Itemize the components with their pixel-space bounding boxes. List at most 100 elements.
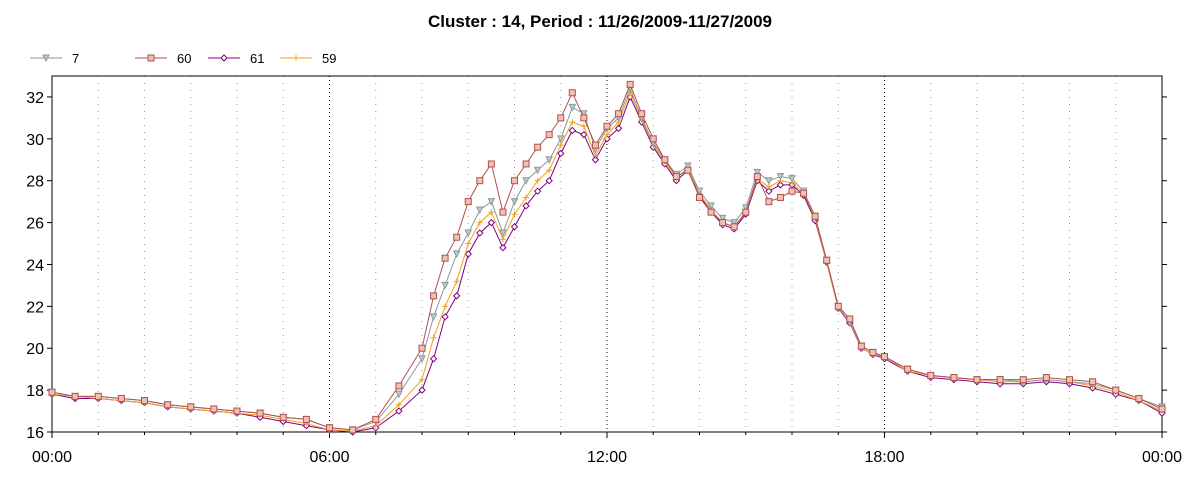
data-point bbox=[418, 355, 426, 363]
data-point bbox=[453, 233, 461, 241]
data-point bbox=[395, 401, 402, 408]
data-point bbox=[442, 303, 449, 310]
y-tick-label: 22 bbox=[26, 299, 44, 316]
data-point bbox=[499, 229, 507, 238]
data-point bbox=[1135, 394, 1143, 402]
data-point bbox=[395, 382, 403, 390]
data-point bbox=[1112, 386, 1120, 394]
data-point bbox=[546, 167, 553, 174]
data-point bbox=[846, 315, 854, 323]
data-point bbox=[302, 415, 310, 423]
legend-label: 7 bbox=[72, 51, 79, 66]
data-point bbox=[811, 212, 819, 220]
legend-item: 61 bbox=[208, 51, 264, 66]
data-point bbox=[615, 110, 623, 118]
data-point bbox=[487, 198, 496, 206]
data-point bbox=[511, 211, 518, 218]
data-point bbox=[42, 54, 50, 63]
data-point bbox=[419, 376, 425, 383]
data-point bbox=[430, 334, 437, 341]
data-point bbox=[753, 168, 762, 177]
data-point bbox=[94, 392, 102, 400]
data-point bbox=[580, 123, 587, 130]
data-point bbox=[499, 208, 507, 216]
data-point bbox=[464, 229, 473, 238]
data-point bbox=[441, 281, 449, 290]
data-point bbox=[1089, 378, 1097, 386]
legend: 7 60 61 59 bbox=[30, 51, 336, 66]
legend-label: 61 bbox=[250, 51, 264, 66]
y-tick-label: 24 bbox=[26, 257, 44, 274]
data-point bbox=[476, 229, 484, 237]
legend-label: 60 bbox=[177, 51, 191, 66]
data-point bbox=[776, 181, 785, 189]
legend-item: 60 bbox=[135, 51, 191, 66]
data-point bbox=[534, 143, 542, 151]
data-point bbox=[719, 219, 727, 227]
data-point bbox=[753, 173, 761, 181]
data-point bbox=[256, 409, 264, 417]
data-point bbox=[765, 187, 773, 195]
data-point bbox=[522, 202, 530, 210]
y-tick-label: 28 bbox=[26, 174, 44, 191]
data-point bbox=[220, 54, 228, 62]
data-point bbox=[141, 397, 148, 405]
data-point bbox=[464, 198, 472, 206]
data-point bbox=[233, 407, 241, 415]
data-point bbox=[441, 313, 449, 321]
data-point bbox=[557, 149, 565, 158]
data-point bbox=[488, 209, 495, 216]
data-point bbox=[695, 187, 704, 196]
data-point bbox=[522, 177, 530, 185]
data-point bbox=[511, 177, 518, 185]
data-point bbox=[684, 162, 692, 171]
data-point bbox=[418, 386, 426, 394]
data-point bbox=[788, 175, 796, 183]
series-60 bbox=[48, 80, 1166, 434]
data-point bbox=[429, 313, 438, 321]
data-point bbox=[453, 278, 460, 285]
data-point bbox=[904, 365, 912, 373]
data-point bbox=[788, 187, 796, 195]
x-tick-label: 18:00 bbox=[864, 449, 904, 466]
data-point bbox=[973, 376, 981, 384]
data-point bbox=[592, 152, 599, 159]
y-tick-label: 26 bbox=[26, 216, 44, 233]
data-point bbox=[765, 183, 772, 190]
data-point bbox=[430, 292, 438, 300]
data-point bbox=[545, 176, 553, 185]
series-lines bbox=[48, 80, 1166, 436]
data-point bbox=[476, 177, 484, 185]
data-point bbox=[452, 250, 461, 259]
data-point bbox=[568, 103, 577, 112]
data-point bbox=[395, 407, 403, 415]
data-point bbox=[569, 119, 576, 126]
data-point bbox=[523, 194, 530, 201]
data-point bbox=[638, 110, 646, 118]
data-point bbox=[187, 403, 195, 411]
data-point bbox=[117, 394, 125, 402]
data-point bbox=[869, 348, 877, 356]
data-point bbox=[707, 202, 715, 210]
x-tick-label: 06:00 bbox=[309, 449, 349, 466]
chart-title: Cluster : 14, Period : 11/26/2009-11/27/… bbox=[428, 12, 772, 31]
y-tick-label: 16 bbox=[26, 425, 44, 442]
data-point bbox=[522, 160, 530, 168]
data-point bbox=[557, 142, 564, 149]
legend-item: 7 bbox=[30, 51, 79, 66]
data-point bbox=[604, 131, 610, 138]
grid bbox=[97, 76, 1117, 432]
data-point bbox=[661, 156, 669, 164]
data-point bbox=[476, 206, 484, 215]
data-point bbox=[696, 193, 703, 201]
data-point bbox=[626, 80, 634, 88]
data-point bbox=[591, 156, 600, 164]
data-point bbox=[591, 141, 599, 149]
data-point bbox=[707, 208, 715, 216]
y-tick-label: 20 bbox=[26, 341, 44, 358]
data-point bbox=[614, 124, 623, 133]
data-point bbox=[800, 189, 808, 197]
y-tick-label: 18 bbox=[26, 383, 44, 400]
data-point bbox=[580, 130, 588, 139]
data-point bbox=[580, 114, 588, 122]
